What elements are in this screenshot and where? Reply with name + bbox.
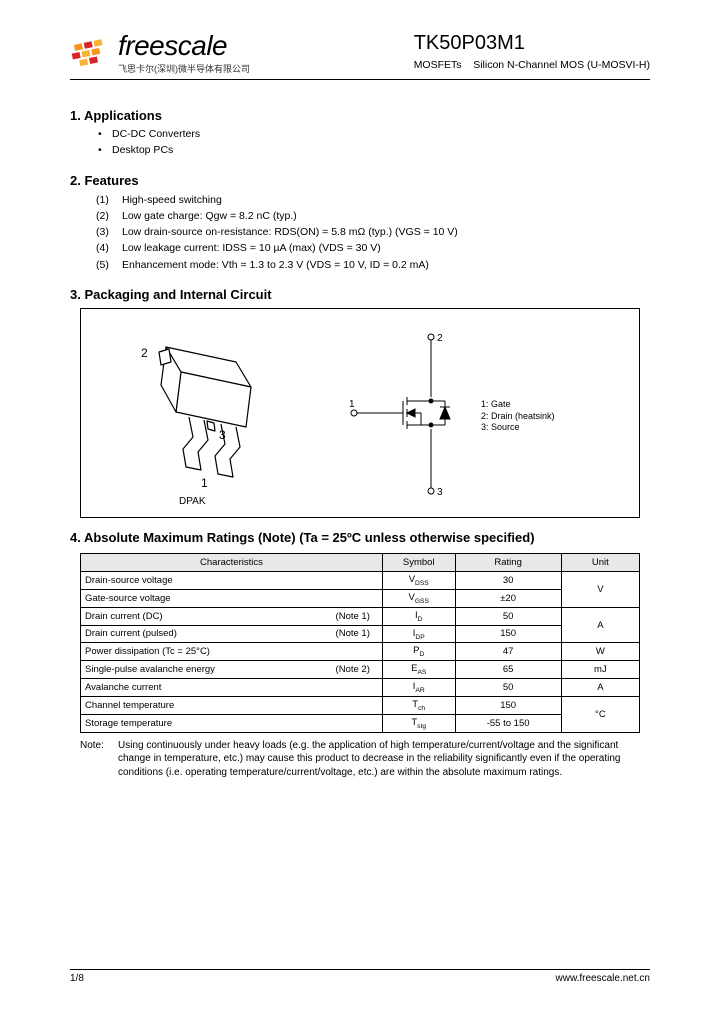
note-text: Using continuously under heavy loads (e.…	[118, 739, 640, 780]
col-symbol: Symbol	[382, 553, 455, 571]
feature-item: Low drain-source on-resistance: RDS(ON) …	[122, 224, 458, 240]
table-row: Drain current (DC)(Note 1) ID 50A	[81, 607, 640, 625]
col-unit: Unit	[561, 553, 639, 571]
cell-rating: 50	[455, 679, 561, 697]
cell-unit: W	[561, 643, 639, 661]
cell-symbol: VGSS	[382, 589, 455, 607]
cell-char: Drain current (pulsed)(Note 1)	[81, 625, 383, 643]
cell-rating: 30	[455, 571, 561, 589]
table-row: Storage temperature Tstg -55 to 150	[81, 714, 640, 732]
section-1-title: 1. Applications	[70, 108, 650, 123]
brand-name: freescale	[118, 30, 250, 62]
cell-symbol: VDSS	[382, 571, 455, 589]
table-row: Single-pulse avalanche energy(Note 2) EA…	[81, 661, 640, 679]
app-item: Desktop PCs	[112, 143, 173, 159]
cell-rating: 150	[455, 625, 561, 643]
cell-unit: mJ	[561, 661, 639, 679]
feature-item: High-speed switching	[122, 192, 222, 208]
svg-text:1: 1	[349, 399, 355, 410]
cell-symbol: Tstg	[382, 714, 455, 732]
cell-rating: 47	[455, 643, 561, 661]
cell-symbol: EAS	[382, 661, 455, 679]
applications-list: •DC-DC Converters •Desktop PCs	[98, 127, 650, 159]
section-2-title: 2. Features	[70, 173, 650, 188]
cell-char: Single-pulse avalanche energy(Note 2)	[81, 661, 383, 679]
brand-logo: freescale 飞思卡尔(深圳)微半导体有限公司	[70, 30, 250, 75]
table-row: Gate-source voltage VGSS ±20	[81, 589, 640, 607]
freescale-logo-icon	[70, 33, 118, 73]
table-row: Channel temperature Tch 150°C	[81, 697, 640, 715]
col-characteristics: Characteristics	[81, 553, 383, 571]
cell-rating: -55 to 150	[455, 714, 561, 732]
brand-subtitle: 飞思卡尔(深圳)微半导体有限公司	[118, 62, 250, 75]
package-type-label: DPAK	[179, 496, 206, 507]
section-3-title: 3. Packaging and Internal Circuit	[70, 287, 650, 302]
ratings-table: Characteristics Symbol Rating Unit Drain…	[80, 553, 640, 733]
part-description: MOSFETs Silicon N-Channel MOS (U-MOSVI-H…	[414, 59, 650, 71]
page-footer: 1/8 www.freescale.net.cn	[70, 969, 650, 984]
table-row: Power dissipation (Tc = 25°C) PD 47W	[81, 643, 640, 661]
pin-3-label: 3	[219, 428, 226, 442]
cell-char: Power dissipation (Tc = 25°C)	[81, 643, 383, 661]
footer-url: www.freescale.net.cn	[556, 973, 651, 984]
cell-unit: A	[561, 607, 639, 643]
table-row: Drain current (pulsed)(Note 1) IDP 150	[81, 625, 640, 643]
table-row: Drain-source voltage VDSS 30V	[81, 571, 640, 589]
page-header: freescale 飞思卡尔(深圳)微半导体有限公司 TK50P03M1 MOS…	[70, 30, 650, 80]
pin-legend: 1: Gate 2: Drain (heatsink) 3: Source	[481, 399, 555, 434]
cell-char: Avalanche current	[81, 679, 383, 697]
cell-rating: 65	[455, 661, 561, 679]
svg-text:3: 3	[437, 487, 443, 498]
svg-text:2: 2	[437, 333, 443, 344]
cell-symbol: IDP	[382, 625, 455, 643]
pin-1-label: 1	[201, 476, 208, 490]
packaging-diagram: 2 3 1 2 3 1	[80, 308, 640, 518]
dpak-package-icon: 2 3 1	[111, 327, 291, 497]
col-rating: Rating	[455, 553, 561, 571]
cell-char: Channel temperature	[81, 697, 383, 715]
cell-char: Gate-source voltage	[81, 589, 383, 607]
pin-2-label: 2	[141, 346, 148, 360]
page-number: 1/8	[70, 973, 84, 984]
table-row: Avalanche current IAR 50A	[81, 679, 640, 697]
part-number: TK50P03M1	[414, 32, 525, 55]
cell-symbol: IAR	[382, 679, 455, 697]
features-list: (1)High-speed switching (2)Low gate char…	[96, 192, 650, 273]
cell-char: Drain current (DC)(Note 1)	[81, 607, 383, 625]
cell-rating: 150	[455, 697, 561, 715]
cell-char: Drain-source voltage	[81, 571, 383, 589]
app-item: DC-DC Converters	[112, 127, 200, 143]
feature-item: Low leakage current: IDSS = 10 µA (max) …	[122, 240, 381, 256]
cell-symbol: ID	[382, 607, 455, 625]
cell-symbol: Tch	[382, 697, 455, 715]
cell-unit: A	[561, 679, 639, 697]
note-block: Note: Using continuously under heavy loa…	[80, 739, 640, 780]
feature-item: Low gate charge: Qgw = 8.2 nC (typ.)	[122, 208, 297, 224]
cell-rating: 50	[455, 607, 561, 625]
cell-char: Storage temperature	[81, 714, 383, 732]
cell-unit: V	[561, 571, 639, 607]
cell-unit: °C	[561, 697, 639, 733]
cell-rating: ±20	[455, 589, 561, 607]
cell-symbol: PD	[382, 643, 455, 661]
feature-item: Enhancement mode: Vth = 1.3 to 2.3 V (VD…	[122, 257, 429, 273]
section-4-title: 4. Absolute Maximum Ratings (Note) (Ta =…	[70, 530, 650, 545]
